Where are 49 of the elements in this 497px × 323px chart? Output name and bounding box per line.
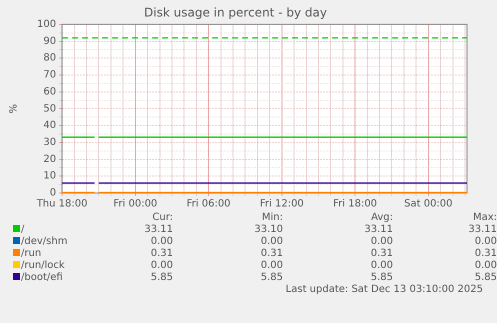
y-tick-label: 40: [43, 120, 56, 132]
y-tick-label: 70: [43, 70, 56, 81]
y-tick-label: 30: [43, 137, 56, 148]
text: Min:: [260, 212, 283, 224]
y-tick-label: 100: [36, 18, 56, 30]
text: 0.00: [150, 260, 173, 272]
legend-label: /: [20, 224, 26, 236]
x-tick-label: Fri 18:00: [333, 198, 378, 210]
text: 33.10: [253, 224, 283, 236]
text: 33.11: [467, 224, 497, 236]
text: 0.00: [474, 260, 497, 272]
text: 0.31: [370, 248, 393, 260]
text: 5.85: [150, 272, 173, 284]
legend-label: /run: [20, 248, 42, 260]
text: 0.00: [150, 236, 173, 248]
x-tick-label: Fri 12:00: [260, 198, 304, 210]
legend-label: /boot/efi: [20, 272, 64, 284]
y-tick-label: 80: [43, 52, 56, 64]
text: 5.85: [370, 272, 393, 284]
legend-label: /run/lock: [20, 260, 66, 272]
text: 0.00: [260, 260, 283, 272]
chart-title: Disk usage in percent - by day: [144, 5, 327, 20]
text: Max:: [472, 212, 497, 224]
y-tick-label: 10: [43, 170, 56, 182]
x-tick-label: Thu 18:00: [36, 198, 88, 210]
x-tick-label: Fri 00:00: [113, 198, 158, 210]
text: 0.00: [260, 236, 283, 248]
y-axis-title: %: [8, 104, 20, 114]
text: Cur:: [151, 212, 173, 224]
text: 0.00: [474, 236, 497, 248]
text: 0.31: [150, 248, 173, 260]
text: Avg:: [370, 212, 393, 224]
x-tick-label: Fri 06:00: [186, 198, 231, 210]
text: 0.31: [260, 248, 283, 260]
y-tick-label: 20: [43, 154, 56, 165]
text: 0.00: [370, 236, 393, 248]
x-tick-label: Sat 00:00: [404, 198, 453, 210]
text: 0.31: [474, 248, 497, 260]
y-tick-label: 90: [43, 36, 56, 47]
y-tick-label: 60: [43, 86, 56, 98]
text: 33.11: [143, 224, 173, 236]
y-tick-label: 50: [43, 103, 56, 114]
text: 33.11: [363, 224, 393, 236]
text: Last update: Sat Dec 13 03:10:00 2025: [284, 284, 483, 296]
legend-label: /dev/shm: [20, 236, 68, 248]
text: 0.00: [370, 260, 393, 272]
text: 5.85: [260, 272, 283, 284]
text: 5.85: [474, 272, 497, 284]
y-tick-label: 0: [50, 188, 56, 199]
